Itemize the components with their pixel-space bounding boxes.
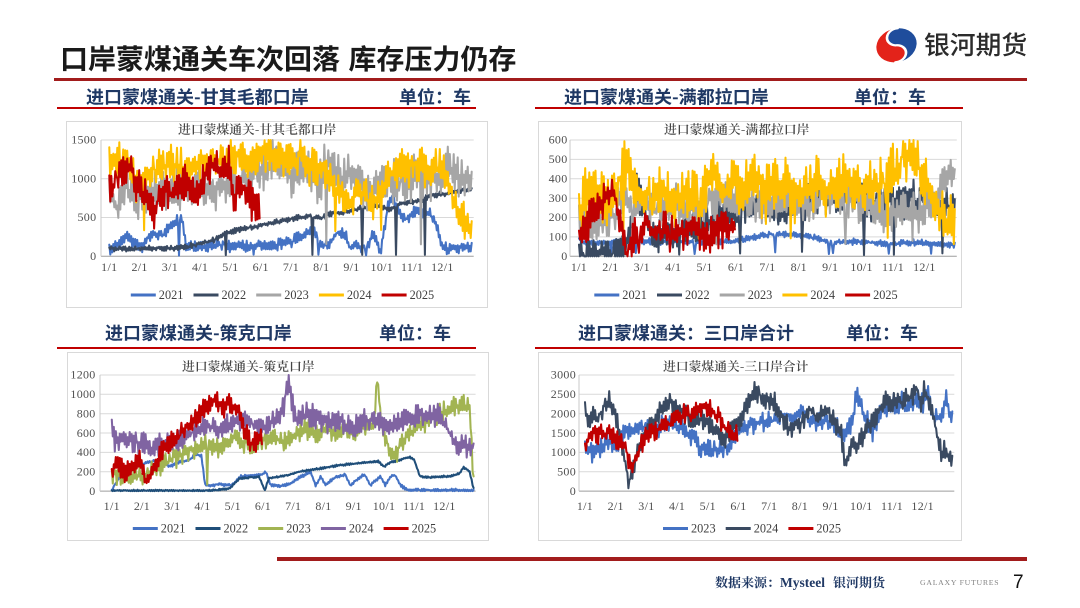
svg-text:2022: 2022 bbox=[222, 288, 247, 302]
svg-text:1/1: 1/1 bbox=[101, 260, 117, 274]
svg-text:1/1: 1/1 bbox=[571, 260, 587, 274]
svg-text:200: 200 bbox=[77, 464, 96, 478]
svg-text:11/1: 11/1 bbox=[403, 499, 425, 513]
svg-text:2023: 2023 bbox=[748, 288, 773, 302]
svg-text:200: 200 bbox=[549, 210, 568, 224]
svg-text:9/1: 9/1 bbox=[822, 260, 838, 274]
svg-text:2023: 2023 bbox=[286, 522, 311, 536]
svg-text:1/1: 1/1 bbox=[104, 499, 120, 513]
svg-text:1000: 1000 bbox=[71, 172, 96, 186]
svg-text:8/1: 8/1 bbox=[313, 260, 329, 274]
svg-text:5/1: 5/1 bbox=[696, 260, 712, 274]
svg-text:3/1: 3/1 bbox=[638, 499, 654, 513]
svg-text:11/1: 11/1 bbox=[881, 499, 903, 513]
svg-text:2024: 2024 bbox=[754, 522, 779, 536]
svg-text:0: 0 bbox=[561, 249, 567, 263]
svg-text:5/1: 5/1 bbox=[700, 499, 716, 513]
svg-text:2/1: 2/1 bbox=[131, 260, 147, 274]
svg-text:2025: 2025 bbox=[816, 522, 841, 536]
svg-text:2/1: 2/1 bbox=[134, 499, 150, 513]
svg-text:11/1: 11/1 bbox=[882, 260, 904, 274]
svg-text:0: 0 bbox=[89, 484, 95, 498]
svg-text:8/1: 8/1 bbox=[315, 499, 331, 513]
svg-text:10/1: 10/1 bbox=[371, 260, 394, 274]
svg-text:1500: 1500 bbox=[551, 426, 576, 440]
svg-text:1200: 1200 bbox=[70, 368, 95, 382]
svg-text:3/1: 3/1 bbox=[164, 499, 180, 513]
svg-text:6/1: 6/1 bbox=[730, 499, 746, 513]
svg-text:2500: 2500 bbox=[551, 387, 576, 401]
svg-text:6/1: 6/1 bbox=[728, 260, 744, 274]
svg-text:11/1: 11/1 bbox=[401, 260, 423, 274]
svg-text:9/1: 9/1 bbox=[346, 499, 362, 513]
svg-text:10/1: 10/1 bbox=[373, 499, 396, 513]
svg-text:12/1: 12/1 bbox=[913, 260, 936, 274]
svg-text:2024: 2024 bbox=[349, 522, 374, 536]
svg-text:600: 600 bbox=[549, 133, 568, 147]
svg-text:2022: 2022 bbox=[224, 522, 249, 536]
svg-text:2025: 2025 bbox=[410, 288, 435, 302]
svg-text:4/1: 4/1 bbox=[665, 260, 681, 274]
svg-text:0: 0 bbox=[90, 249, 96, 263]
svg-text:12/1: 12/1 bbox=[911, 499, 934, 513]
svg-text:2000: 2000 bbox=[551, 406, 576, 420]
svg-text:8/1: 8/1 bbox=[792, 499, 808, 513]
svg-text:400: 400 bbox=[549, 172, 568, 186]
svg-text:500: 500 bbox=[77, 210, 96, 224]
svg-text:8/1: 8/1 bbox=[791, 260, 807, 274]
svg-text:3/1: 3/1 bbox=[162, 260, 178, 274]
svg-text:7/1: 7/1 bbox=[761, 499, 777, 513]
svg-text:300: 300 bbox=[549, 191, 568, 205]
svg-text:2021: 2021 bbox=[161, 522, 186, 536]
svg-text:1000: 1000 bbox=[70, 387, 95, 401]
svg-text:7/1: 7/1 bbox=[759, 260, 775, 274]
svg-text:2021: 2021 bbox=[159, 288, 184, 302]
svg-text:2022: 2022 bbox=[685, 288, 710, 302]
svg-text:2024: 2024 bbox=[347, 288, 372, 302]
svg-text:2023: 2023 bbox=[284, 288, 309, 302]
svg-text:1500: 1500 bbox=[71, 133, 96, 147]
svg-text:500: 500 bbox=[557, 464, 576, 478]
svg-text:9/1: 9/1 bbox=[822, 499, 838, 513]
svg-text:10/1: 10/1 bbox=[850, 260, 873, 274]
svg-text:7/1: 7/1 bbox=[283, 260, 299, 274]
svg-text:5/1: 5/1 bbox=[222, 260, 238, 274]
svg-text:9/1: 9/1 bbox=[343, 260, 359, 274]
svg-text:10/1: 10/1 bbox=[850, 499, 873, 513]
svg-text:2025: 2025 bbox=[873, 288, 898, 302]
svg-text:3000: 3000 bbox=[551, 368, 576, 382]
svg-text:3/1: 3/1 bbox=[634, 260, 650, 274]
svg-text:800: 800 bbox=[77, 406, 96, 420]
svg-text:1/1: 1/1 bbox=[577, 499, 593, 513]
svg-text:5/1: 5/1 bbox=[225, 499, 241, 513]
svg-text:2025: 2025 bbox=[412, 522, 437, 536]
svg-text:4/1: 4/1 bbox=[192, 260, 208, 274]
svg-text:4/1: 4/1 bbox=[669, 499, 685, 513]
svg-text:2021: 2021 bbox=[622, 288, 647, 302]
svg-text:2023: 2023 bbox=[691, 522, 716, 536]
svg-text:2/1: 2/1 bbox=[608, 499, 624, 513]
svg-text:6/1: 6/1 bbox=[255, 499, 271, 513]
svg-text:2024: 2024 bbox=[810, 288, 835, 302]
svg-text:0: 0 bbox=[570, 484, 576, 498]
svg-text:7/1: 7/1 bbox=[285, 499, 301, 513]
svg-text:12/1: 12/1 bbox=[431, 260, 454, 274]
svg-text:500: 500 bbox=[549, 152, 568, 166]
svg-text:4/1: 4/1 bbox=[194, 499, 210, 513]
svg-text:600: 600 bbox=[77, 426, 96, 440]
svg-text:400: 400 bbox=[77, 445, 96, 459]
svg-text:100: 100 bbox=[549, 230, 568, 244]
svg-text:12/1: 12/1 bbox=[433, 499, 456, 513]
svg-text:1000: 1000 bbox=[551, 445, 576, 459]
svg-text:6/1: 6/1 bbox=[253, 260, 269, 274]
svg-text:2/1: 2/1 bbox=[602, 260, 618, 274]
